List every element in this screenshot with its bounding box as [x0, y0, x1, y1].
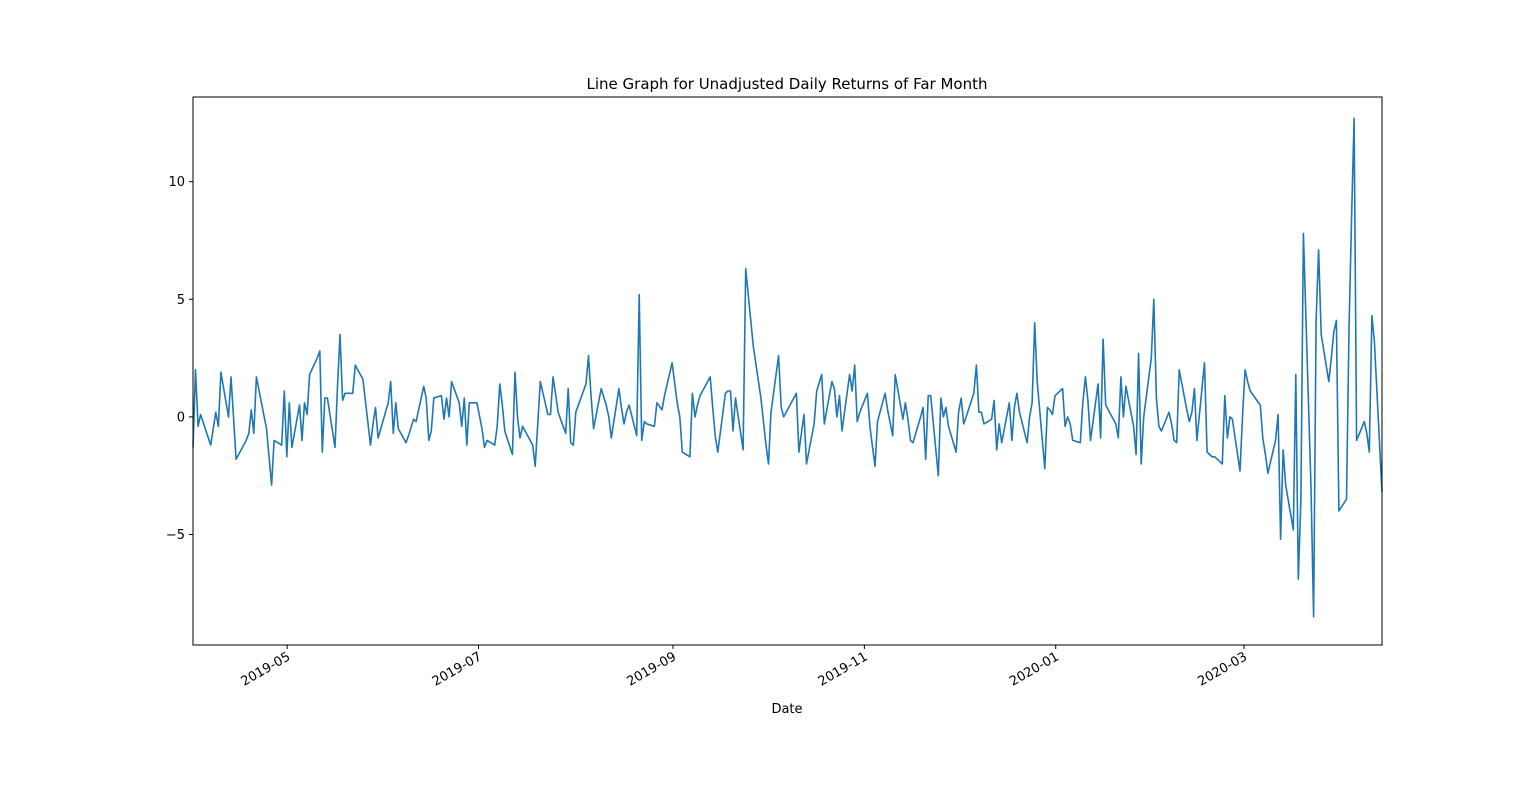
y-tick-label: 0 [177, 410, 185, 425]
x-axis-label: Date [771, 702, 802, 717]
plot-frame [192, 96, 1383, 646]
series-line [192, 117, 1383, 618]
y-tick-label: 10 [168, 175, 185, 190]
y-tick-label: −5 [166, 528, 185, 543]
plot-area [192, 117, 1383, 618]
chart-title: Line Graph for Unadjusted Daily Returns … [587, 75, 988, 93]
y-tick-label: 5 [177, 293, 185, 308]
